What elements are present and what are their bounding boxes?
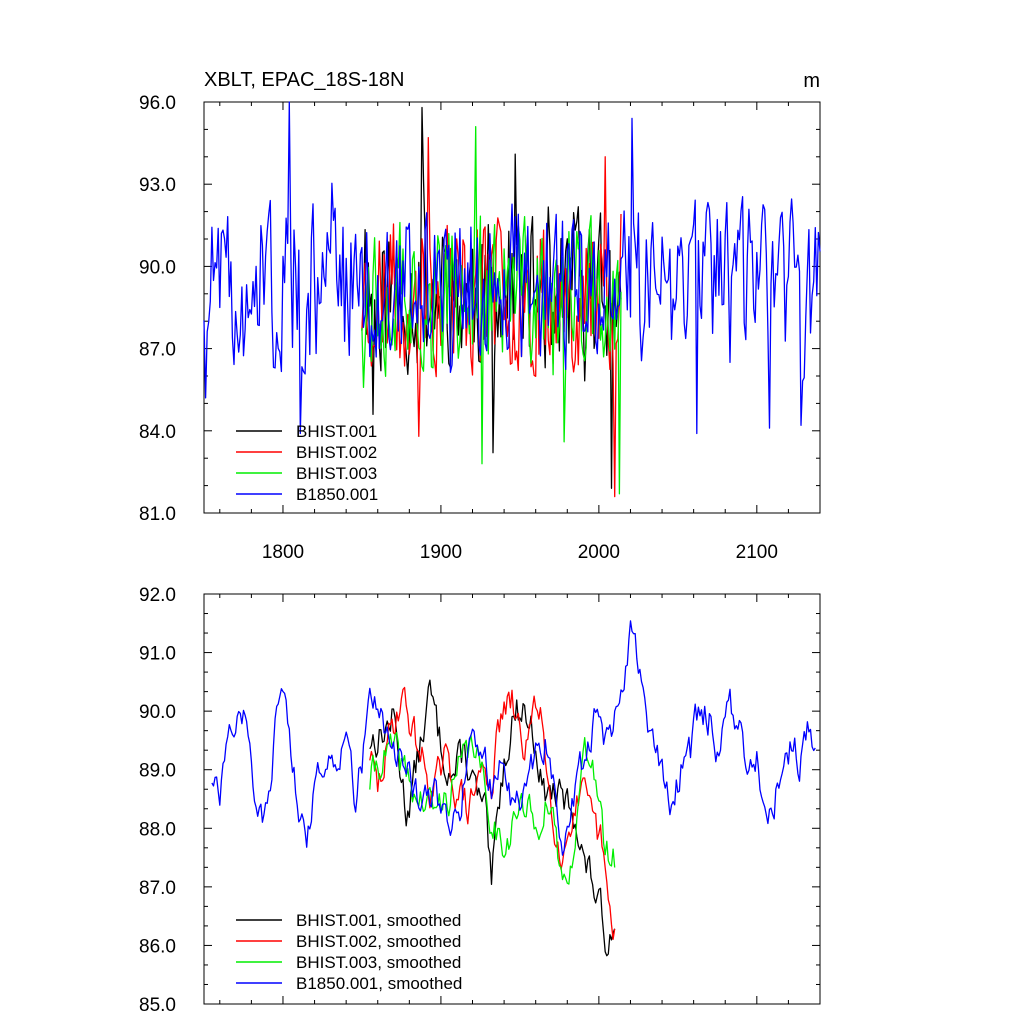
- bottom-legend-label: BHIST.002, smoothed: [296, 932, 461, 951]
- bottom-y-tick-label: 91.0: [139, 644, 176, 665]
- bottom-panel: 85.0 86.0 87.0 88.0 89.0 90.0 91.0 92.0 BHIST.00…: [139, 585, 821, 1016]
- top-panel: XBLT, EPAC_18S-18N m 1800 1900 2000 2100 81.…: [139, 69, 821, 563]
- series-line-bhist-001-smoothed: [369, 679, 616, 957]
- bottom-y-tick-label: 85.0: [139, 995, 176, 1016]
- top-y-tick-label: 87.0: [139, 340, 176, 361]
- units-label: m: [803, 70, 820, 92]
- bottom-legend-label: B1850.001, smoothed: [296, 974, 462, 993]
- bottom-y-tick-label: 89.0: [139, 761, 176, 782]
- bottom-y-tick-label: 92.0: [139, 585, 176, 606]
- top-plot-frame: [203, 101, 821, 514]
- top-x-tick-label: 2100: [736, 542, 778, 563]
- bottom-y-tick-label: 90.0: [139, 702, 176, 723]
- series-line-b1850-001: [203, 101, 821, 435]
- bottom-y-tick-label: 88.0: [139, 819, 176, 840]
- chart-title: XBLT, EPAC_18S-18N: [204, 69, 404, 91]
- bottom-legend-label: BHIST.003, smoothed: [296, 953, 461, 972]
- top-y-tick-label: 81.0: [139, 504, 176, 525]
- top-y-tick-label: 93.0: [139, 175, 176, 196]
- bottom-y-tick-label: 87.0: [139, 878, 176, 899]
- top-legend-label: B1850.001: [296, 485, 378, 504]
- top-legend-label: BHIST.001: [296, 422, 377, 441]
- top-legend-label: BHIST.002: [296, 443, 377, 462]
- series-line-bhist-003: [361, 126, 622, 495]
- bottom-legend-label: BHIST.001, smoothed: [296, 911, 461, 930]
- top-y-tick-label: 90.0: [139, 257, 176, 278]
- series-line-bhist-002: [361, 136, 622, 498]
- bottom-plot-frame: [203, 593, 821, 1005]
- series-line-b1850-001-smoothed: [211, 620, 816, 856]
- top-x-tick-label: 2000: [578, 542, 620, 563]
- top-y-tick-label: 96.0: [139, 93, 176, 114]
- top-legend-label: BHIST.003: [296, 464, 377, 483]
- top-x-tick-label: 1900: [420, 542, 462, 563]
- top-x-tick-label: 1800: [262, 542, 304, 563]
- bottom-y-tick-label: 86.0: [139, 936, 176, 957]
- top-y-tick-label: 84.0: [139, 422, 176, 443]
